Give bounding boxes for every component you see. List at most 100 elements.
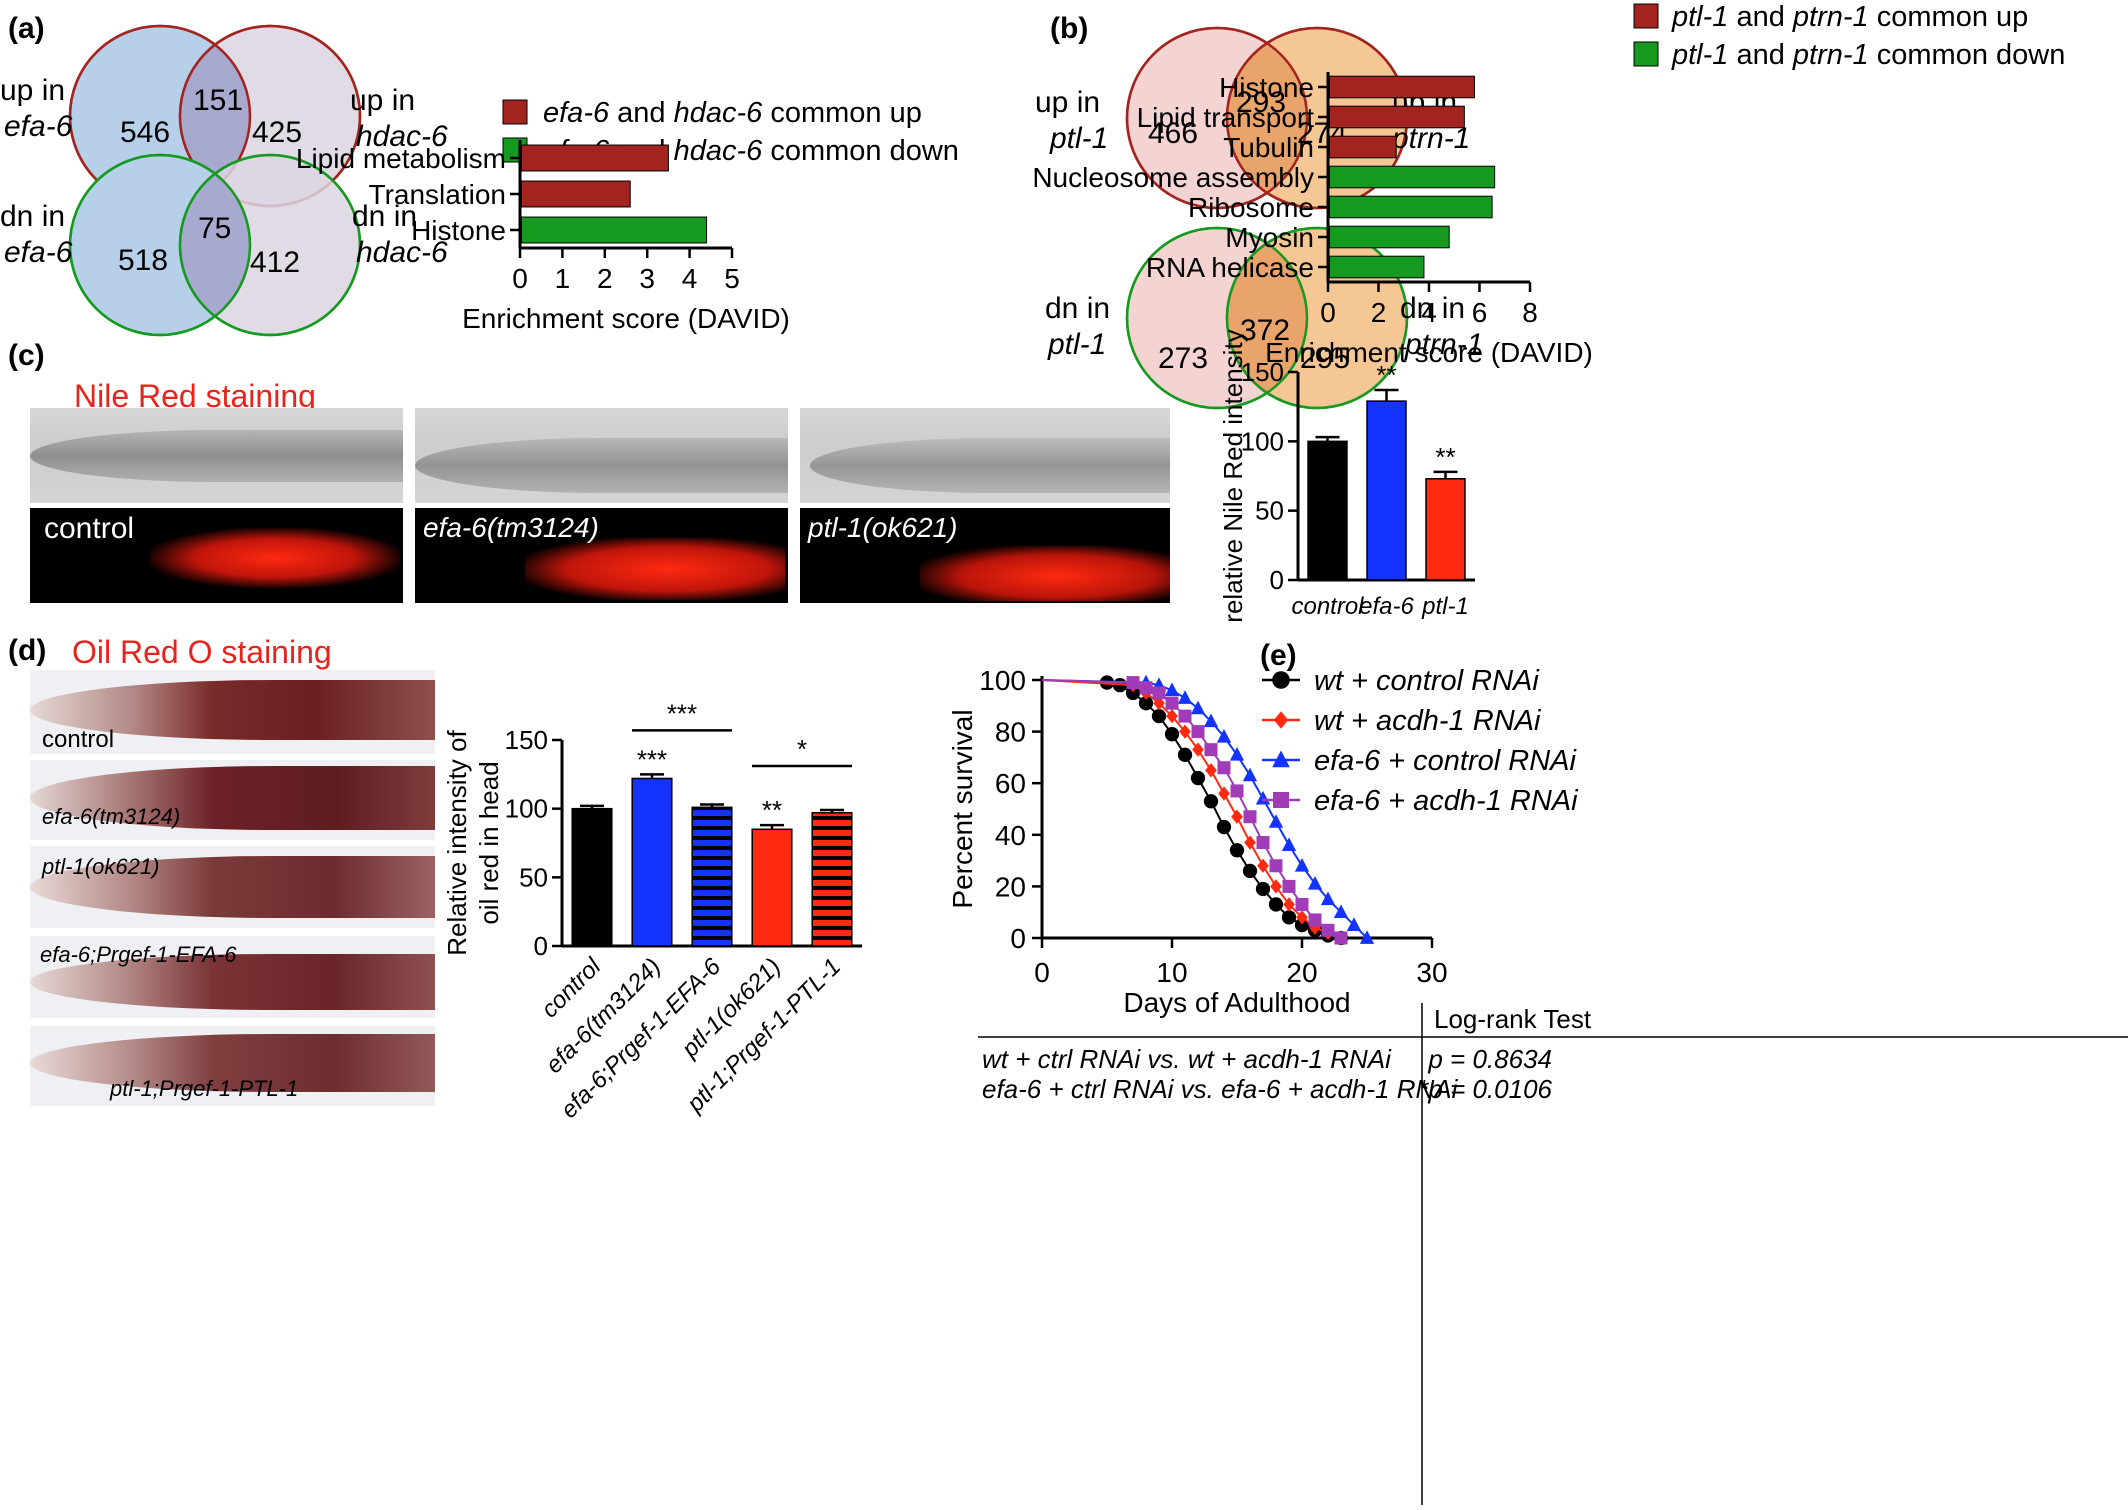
category-label: ptl-1 (1421, 593, 1469, 620)
venn-a-down-right-label-1: dn in (352, 200, 417, 233)
data-point (1308, 913, 1322, 927)
category-label: Lipid metabolism (296, 143, 506, 174)
x-tick-label: 4 (682, 263, 698, 294)
venn-a-down-left-label-1: dn in (0, 200, 65, 233)
x-tick-label: 5 (724, 263, 740, 294)
bar-myosin (1329, 225, 1450, 249)
venn-b-down-right-label-1: dn in (1400, 292, 1465, 325)
y-tick-label: 0 (1010, 923, 1026, 954)
data-point (1218, 786, 1230, 801)
bar-lipid-transport (1329, 105, 1465, 129)
nile-fluor-efa6: efa-6(tm3124) (415, 508, 788, 603)
data-point (1281, 837, 1297, 851)
legend-a-up-gene2: hdac-6 (674, 97, 764, 129)
data-point (1125, 685, 1141, 701)
x-tick-label: 1 (555, 263, 571, 294)
legend-a-up-suffix: common up (762, 97, 922, 129)
series-efa-6-control-rnai (1041, 674, 1375, 944)
logrank-row2-comparison: efa-6 + ctrl RNAi vs. efa-6 + acdh-1 RNA… (982, 1074, 1459, 1104)
legend-e: wt + control RNAi wt + acdh-1 RNAi efa-6 +… (1262, 665, 1579, 817)
significance-label: ** (1376, 360, 1396, 390)
data-point (1139, 681, 1153, 695)
oro-img-control: control (30, 670, 435, 754)
legend-b-down-text: ptl-1 and ptrn-1 common down (1671, 39, 2065, 71)
oro-label-control: control (42, 726, 115, 753)
venn-a-up-right-label-2: hdac-6 (356, 120, 448, 153)
data-point (1255, 790, 1271, 805)
y-tick-label: 20 (995, 871, 1026, 902)
venn-b-up-overlap-count: 293 (1236, 86, 1286, 119)
data-point (1268, 814, 1284, 828)
data-point (1179, 724, 1191, 739)
data-point (1281, 910, 1297, 925)
data-point (1217, 761, 1231, 775)
data-point (1216, 819, 1232, 835)
data-point (1346, 917, 1362, 931)
panel-label-a: (a) (8, 12, 45, 45)
y-tick-label: 0 (1270, 565, 1284, 595)
data-point (1191, 725, 1205, 739)
data-point (1334, 931, 1348, 945)
category-label: efa-6 (1359, 593, 1414, 620)
y-axis-title: Percent survival (947, 709, 978, 908)
panel-label-c: (c) (8, 339, 45, 372)
significance-label: *** (637, 744, 667, 774)
chart-e-survival: 0 20 40 60 80 100 0 10 20 30 Days of Adulthood Perc… (947, 665, 1448, 1018)
venn-b-up-left-label-1: up in (1035, 86, 1100, 119)
bar-efa-6-tm3124- (631, 777, 673, 947)
x-tick-label: 10 (1156, 957, 1187, 988)
nile-label-ptl1: ptl-1(ok621) (808, 512, 958, 543)
venn-a-up: up in efa-6 up in hdac-6 546 151 425 (0, 24, 448, 208)
legend-b-down-suffix: common down (1869, 39, 2066, 71)
venn-b-down-left-count: 273 (1158, 342, 1208, 375)
oro-img-ptl1: ptl-1(ok621) (30, 846, 435, 928)
bar-tubulin (1329, 135, 1397, 159)
y-tick-label: 40 (995, 820, 1026, 851)
legend-b-down-gene2: ptrn-1 (1792, 39, 1869, 71)
venn-b-down-right-label-2: ptrn-1 (1404, 328, 1483, 361)
category-label: Translation (369, 179, 506, 210)
legend-b-up-text: ptl-1 and ptrn-1 common up (1671, 1, 2028, 33)
data-point (1166, 708, 1178, 724)
venn-b-down-left-label-2: ptl-1 (1047, 328, 1106, 361)
venn-b-down-left-label-1: dn in (1045, 292, 1110, 325)
bar-lipid-metabolism (521, 144, 669, 172)
category-label: Nucleosome assembly (1032, 162, 1314, 193)
oro-label-efa6-rescue: efa-6;Prgef-1-EFA-6 (40, 942, 237, 967)
venn-a-up-right-label-1: up in (350, 84, 415, 117)
bar-translation (521, 180, 631, 208)
data-point (1177, 690, 1193, 704)
x-tick-label: 0 (1034, 957, 1050, 988)
y-tick-label: 50 (519, 862, 548, 892)
data-point (1294, 917, 1310, 933)
chart-c-nile-red: 0 50 100 150 control ** efa-6 ** ptl-1 relative N… (1218, 329, 1475, 623)
x-tick-label: 0 (1320, 297, 1336, 328)
data-point (1255, 881, 1271, 897)
data-point (1204, 743, 1218, 757)
legend-a-up-gene1: efa-6 (543, 97, 610, 129)
x-axis-title: Enrichment score (DAVID) (1265, 337, 1593, 368)
legend-a-down-suffix: common down (762, 135, 959, 167)
bar-efa-6-prgef-1-efa-6 (691, 806, 733, 947)
panel-label-d: (d) (8, 634, 46, 667)
legend-a-down-gene2: hdac-6 (674, 135, 764, 167)
venn-a-down-overlap-count: 75 (198, 212, 231, 245)
bar-nucleosome-assembly (1329, 165, 1496, 189)
legend-b-down-swatch (1633, 41, 1659, 67)
category-label: Tubulin (1223, 132, 1314, 163)
nile-fluor-ptl1: ptl-1(ok621) (800, 508, 1170, 603)
x-tick-label: 2 (1371, 297, 1387, 328)
venn-b-down-right-count: 295 (1300, 342, 1350, 375)
legend-marker (1272, 671, 1290, 689)
bar-ptl-1-ok621- (751, 828, 793, 947)
chart-d-oil-red: 050100150control***efa-6(tm3124)efa-6;Pr… (442, 698, 862, 1124)
bar-efa-6 (1366, 400, 1407, 581)
y-tick-label: 0 (534, 931, 548, 961)
data-point (1321, 923, 1335, 937)
data-point (1307, 876, 1323, 890)
x-axis-title: Days of Adulthood (1123, 987, 1350, 1018)
oro-label-ptl1: ptl-1(ok621) (42, 854, 160, 879)
x-tick-label: 6 (1472, 297, 1488, 328)
data-point (1151, 708, 1167, 724)
x-tick-label: 3 (639, 263, 655, 294)
